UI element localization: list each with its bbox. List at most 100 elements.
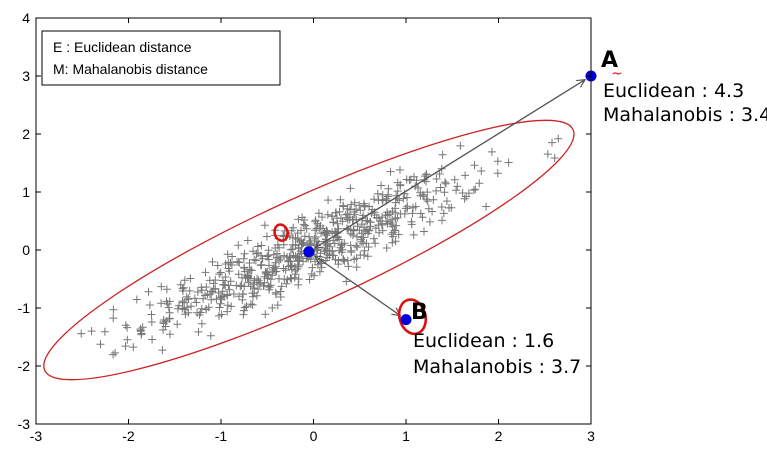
x-tick-label: 2: [495, 428, 503, 444]
data-point-marker: [268, 271, 277, 280]
data-point-marker: [262, 232, 271, 241]
data-point-marker: [248, 300, 257, 309]
data-point-marker: [162, 285, 171, 294]
data-point-marker: [216, 268, 225, 277]
distance-arrow-a: [315, 80, 585, 248]
point-a-euclidean: Euclidean : 4.3: [603, 80, 744, 102]
data-point-marker: [243, 236, 252, 245]
data-point-marker: [147, 318, 156, 326]
data-point-marker: [223, 250, 232, 259]
label-layer: A Euclidean : 4.3 Mahalanobis : 3.4 B Eu…: [411, 48, 767, 378]
data-point-marker: [302, 224, 311, 233]
data-point-marker: [282, 279, 291, 288]
data-point-marker: [187, 302, 196, 311]
data-point-marker: [234, 241, 243, 250]
data-point-marker: [247, 266, 256, 275]
data-point-marker: [129, 343, 138, 352]
data-point-marker: [145, 301, 154, 309]
y-tick-label: 3: [22, 68, 30, 84]
data-point-marker: [266, 275, 275, 284]
data-point-marker: [111, 348, 120, 357]
data-point-marker: [305, 232, 314, 241]
highlight-circle-1: [397, 298, 428, 336]
data-point-marker: [252, 278, 261, 287]
data-point-marker: [165, 314, 174, 323]
data-point-marker: [305, 275, 314, 284]
data-point-marker: [180, 276, 189, 285]
data-point-marker: [100, 327, 109, 336]
data-point-marker: [240, 264, 249, 272]
data-point-marker: [184, 295, 193, 304]
point-a-mahalanobis: Mahalanobis : 3.4: [603, 104, 767, 126]
data-point-marker: [287, 226, 296, 235]
data-point-marker: [186, 274, 195, 283]
data-point-marker: [185, 286, 194, 295]
mean-point: [303, 246, 315, 258]
data-point-marker: [265, 261, 273, 270]
data-point-marker: [224, 258, 233, 267]
data-point-marker: [180, 298, 189, 307]
data-point-marker: [223, 307, 232, 316]
data-point-marker: [197, 304, 206, 313]
data-point-marker: [252, 249, 261, 258]
data-point-marker: [294, 215, 303, 224]
data-point-marker: [180, 305, 189, 314]
x-tick-label: 0: [310, 428, 318, 444]
data-point-marker: [164, 303, 173, 312]
data-point-marker: [259, 281, 268, 290]
data-point-marker: [215, 270, 224, 279]
x-tick-label: 1: [402, 428, 410, 444]
data-point-marker: [198, 286, 206, 295]
data-point-marker: [291, 233, 300, 242]
data-point-marker: [147, 310, 156, 319]
data-point-marker: [249, 280, 258, 289]
data-point-marker: [216, 299, 225, 308]
data-point-marker: [193, 308, 202, 317]
data-point-marker: [257, 241, 266, 250]
data-point-marker: [148, 335, 157, 344]
data-point-marker: [193, 288, 202, 296]
data-point-marker: [176, 280, 185, 289]
data-point-marker: [257, 260, 266, 269]
data-point-marker: [217, 310, 226, 319]
annotation-mark: ~: [611, 66, 623, 82]
y-tick-label: 0: [22, 242, 30, 258]
data-point-marker: [297, 226, 305, 235]
data-point-marker: [121, 321, 130, 330]
data-point-marker: [347, 248, 356, 257]
data-point-marker: [240, 267, 249, 276]
data-point-marker: [261, 310, 270, 319]
data-point-marker: [201, 268, 210, 277]
y-tick-label: 1: [22, 184, 30, 200]
data-point-marker: [77, 329, 86, 338]
data-point-marker: [244, 278, 253, 287]
data-point-marker: [211, 276, 220, 285]
data-point-marker: [158, 346, 167, 355]
data-point-marker: [194, 327, 203, 336]
x-tick-label: -2: [122, 428, 135, 444]
point-b-euclidean: Euclidean : 1.6: [413, 330, 554, 352]
point-b-label: B: [411, 300, 428, 325]
data-point-marker: [279, 264, 288, 273]
data-point-marker: [283, 252, 291, 261]
data-point-marker: [268, 303, 277, 312]
data-point-marker: [123, 335, 132, 344]
data-point-marker: [253, 242, 262, 251]
y-tick-label: -3: [18, 416, 31, 432]
data-point-marker: [244, 271, 253, 280]
data-point-marker: [234, 270, 243, 279]
data-point-marker: [225, 285, 234, 294]
data-point-marker: [258, 254, 267, 263]
x-tick-label: -1: [215, 428, 228, 444]
data-point-marker: [178, 297, 187, 306]
data-point-marker: [211, 284, 220, 293]
legend-box: [41, 30, 281, 86]
data-point-marker: [293, 253, 302, 262]
point-b-mahalanobis: Mahalanobis : 3.7: [413, 356, 581, 378]
data-point-marker: [201, 291, 210, 300]
data-point-marker: [232, 281, 241, 290]
data-point-marker: [287, 274, 296, 283]
data-point-marker: [289, 251, 298, 260]
data-point-marker: [286, 245, 295, 254]
point-a-label: A: [601, 48, 618, 73]
